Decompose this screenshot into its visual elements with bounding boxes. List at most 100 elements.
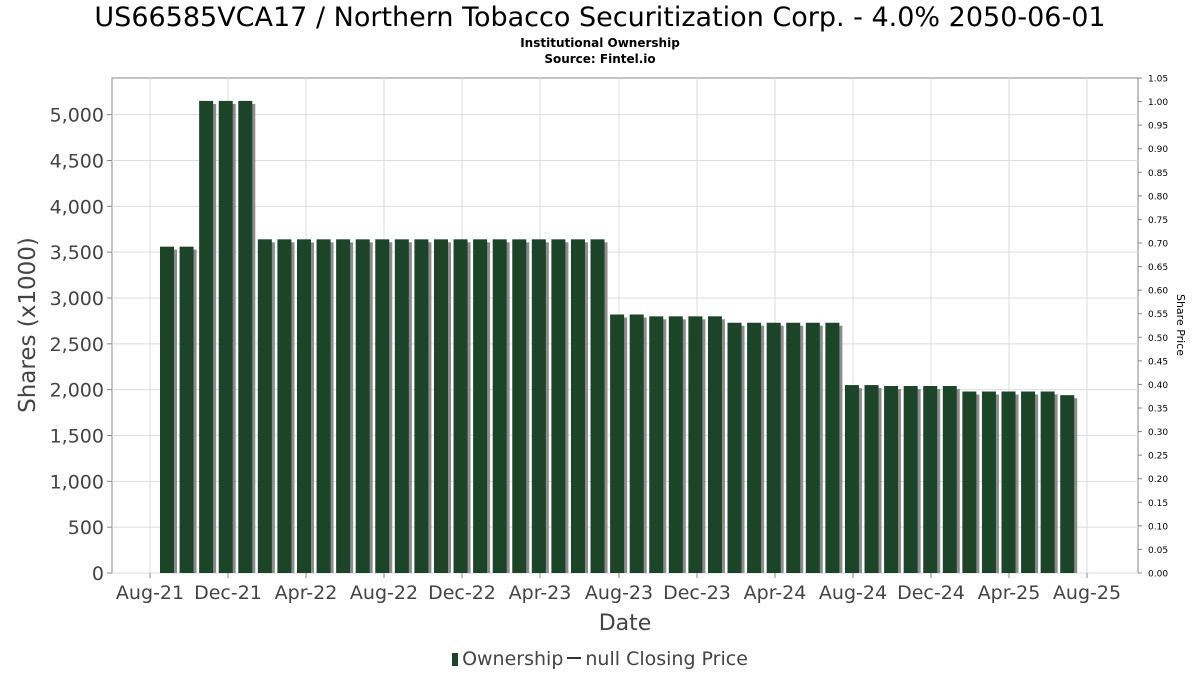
x-tick-label: Dec-21 — [194, 582, 262, 604]
x-tick-label: Dec-23 — [663, 582, 731, 604]
chart-source: Source: Fintel.io — [544, 52, 656, 66]
y2-tick-label: 0.00 — [1148, 570, 1168, 580]
y2-tick-label: 0.70 — [1148, 240, 1168, 250]
ownership-bar — [766, 322, 781, 573]
ownership-bar — [747, 322, 762, 573]
ownership-bar — [414, 239, 429, 574]
y2-tick-label: 0.25 — [1148, 452, 1168, 462]
ownership-bar — [805, 322, 820, 573]
y2-tick-label: 0.85 — [1148, 169, 1168, 179]
y2-tick-label: 0.50 — [1148, 334, 1168, 344]
chart-legend: Ownership null Closing Price — [0, 648, 1200, 670]
ownership-bar — [375, 239, 390, 574]
y-tick-label: 2,000 — [50, 380, 104, 402]
ownership-bar — [570, 239, 585, 574]
ownership-bar — [923, 386, 938, 573]
x-tick-label: Apr-23 — [509, 582, 572, 604]
ownership-bar — [336, 239, 351, 574]
y2-tick-label: 0.65 — [1148, 263, 1168, 273]
ownership-bar — [394, 239, 409, 574]
ownership-bar — [453, 239, 468, 574]
ownership-bar — [199, 100, 214, 574]
y2-tick-label: 0.05 — [1148, 546, 1168, 556]
ownership-bar — [1040, 391, 1055, 573]
y-tick-label: 3,000 — [50, 288, 104, 310]
ownership-bar — [707, 316, 722, 573]
price-legend-swatch — [567, 657, 582, 659]
y-tick-label: 4,500 — [50, 151, 104, 173]
ownership-bar — [668, 316, 683, 573]
y2-tick-label: 1.05 — [1148, 75, 1168, 85]
y2-tick-label: 0.95 — [1148, 122, 1168, 132]
y2-tick-label: 1.00 — [1148, 98, 1168, 108]
ownership-bar — [277, 239, 292, 574]
ownership-bar — [884, 386, 899, 573]
ownership-bar — [962, 391, 977, 573]
ownership-chart: 0 500 1,000 1,500 2,000 2,500 3,000 3,500 4,000 4… — [15, 75, 1187, 637]
ownership-bar — [316, 239, 331, 574]
ownership-bar — [590, 239, 605, 574]
price-legend-label: null Closing Price — [585, 648, 748, 670]
ownership-bar — [727, 322, 742, 573]
y-axis-label: Shares (x1000) — [15, 237, 41, 413]
y2-tick-label: 0.45 — [1148, 357, 1168, 367]
ownership-bar — [825, 322, 840, 573]
ownership-bar — [649, 316, 664, 573]
x-tick-label: Dec-24 — [897, 582, 965, 604]
y-tick-label: 1,500 — [50, 426, 104, 448]
ownership-bar — [179, 246, 194, 573]
x-tick-label: Apr-25 — [978, 582, 1041, 604]
ownership-bar — [355, 239, 370, 574]
ownership-bar — [903, 386, 918, 573]
y-tick-label: 0 — [92, 563, 104, 585]
y-tick-label: 500 — [68, 517, 104, 539]
x-tick-label: Dec-22 — [428, 582, 496, 604]
ownership-bar — [160, 246, 174, 573]
ownership-bar — [218, 100, 233, 574]
x-tick-label: Aug-25 — [1053, 582, 1121, 604]
y2-tick-label: 0.35 — [1148, 405, 1168, 415]
ownership-bar — [551, 239, 566, 574]
ownership-bar — [1060, 395, 1075, 573]
ownership-bar — [786, 322, 801, 573]
ownership-bar — [981, 391, 996, 573]
y2-tick-label: 0.90 — [1148, 145, 1168, 155]
y-tick-label: 2,500 — [50, 334, 104, 356]
x-tick-label: Apr-24 — [744, 582, 807, 604]
ownership-legend-swatch — [452, 653, 459, 666]
ownership-bar — [433, 239, 448, 574]
ownership-legend-label: Ownership — [462, 648, 564, 670]
ownership-bar — [1021, 391, 1036, 573]
y2-tick-label: 0.60 — [1148, 287, 1168, 297]
ownership-bar — [629, 314, 644, 573]
ownership-bar — [610, 314, 625, 573]
x-tick-label: Aug-22 — [350, 582, 418, 604]
ownership-bar — [238, 100, 253, 574]
y2-tick-label: 0.55 — [1148, 310, 1168, 320]
y2-tick-label: 0.30 — [1148, 428, 1168, 438]
x-tick-label: Aug-23 — [585, 582, 653, 604]
axes: 0 500 1,000 1,500 2,000 2,500 3,000 3,500 4,000 4… — [50, 75, 1169, 605]
chart-subtitle: Institutional Ownership — [520, 36, 680, 50]
x-axis-label: Date — [599, 611, 652, 636]
ownership-bar — [257, 239, 272, 574]
ownership-bar — [296, 239, 311, 574]
ownership-bar — [531, 239, 546, 574]
y2-tick-label: 0.15 — [1148, 499, 1168, 509]
x-tick-label: Apr-22 — [275, 582, 338, 604]
y-tick-label: 3,500 — [50, 242, 104, 264]
ownership-bar — [864, 385, 879, 573]
x-tick-label: Aug-24 — [819, 582, 887, 604]
ownership-bar — [688, 316, 703, 573]
y2-tick-label: 0.40 — [1148, 381, 1168, 391]
y2-tick-label: 0.80 — [1148, 192, 1168, 202]
y2-axis-label: Share Price — [1174, 294, 1187, 356]
y-tick-label: 5,000 — [50, 105, 104, 127]
y-tick-label: 4,000 — [50, 196, 104, 218]
ownership-bar — [942, 386, 957, 573]
bar-series-ownership — [160, 100, 1078, 574]
chart-title: US66585VCA17 / Northern Tobacco Securiti… — [94, 2, 1106, 33]
x-tick-label: Aug-21 — [116, 582, 184, 604]
y2-tick-label: 0.75 — [1148, 216, 1168, 226]
ownership-bar — [492, 239, 507, 574]
